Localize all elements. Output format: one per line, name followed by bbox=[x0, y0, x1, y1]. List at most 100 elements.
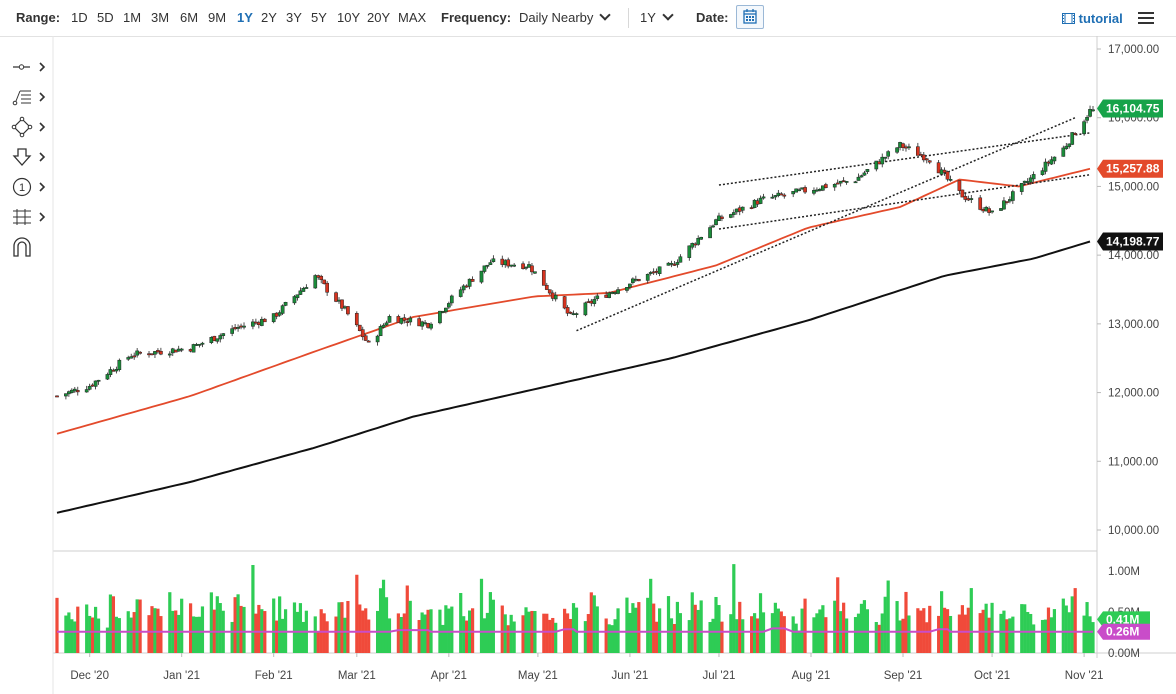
volume-bar bbox=[236, 594, 240, 653]
volume-bar bbox=[658, 608, 662, 653]
volume-bar bbox=[842, 602, 846, 653]
volume-y-tick-label: 0.00M bbox=[1108, 648, 1140, 660]
range-button-10y[interactable]: 10Y bbox=[337, 10, 361, 25]
candle bbox=[856, 176, 861, 181]
volume-bar bbox=[948, 615, 953, 653]
crosshair-line-tool-icon[interactable] bbox=[10, 56, 50, 78]
candle bbox=[381, 324, 386, 328]
range-button-1d[interactable]: 1D bbox=[71, 10, 88, 25]
volume-bar bbox=[441, 624, 445, 653]
candle bbox=[200, 342, 205, 345]
range-button-5y[interactable]: 5Y bbox=[311, 10, 327, 25]
volume-bar bbox=[551, 617, 555, 653]
candle bbox=[574, 313, 579, 315]
candle bbox=[886, 151, 891, 157]
volume-bar bbox=[925, 622, 929, 653]
shape-tool-icon[interactable] bbox=[10, 116, 50, 138]
frequency-select[interactable]: Daily Nearby bbox=[519, 9, 612, 27]
candle bbox=[711, 225, 715, 228]
candle bbox=[444, 307, 448, 313]
candle bbox=[283, 301, 288, 306]
volume-bar bbox=[729, 614, 733, 653]
candle bbox=[797, 189, 801, 192]
volume-bar bbox=[470, 608, 475, 653]
period-select[interactable]: 1Y bbox=[640, 9, 674, 27]
candle bbox=[408, 317, 413, 323]
candle bbox=[138, 351, 142, 354]
candle bbox=[75, 390, 80, 393]
candle bbox=[485, 264, 490, 267]
volume-bar bbox=[928, 605, 932, 653]
range-button-1m[interactable]: 1M bbox=[123, 10, 142, 25]
magnet-icon[interactable] bbox=[10, 236, 50, 258]
x-tick-label: Feb '21 bbox=[255, 670, 293, 682]
fibonacci-tool-icon[interactable] bbox=[10, 86, 50, 108]
range-button-6m[interactable]: 6M bbox=[180, 10, 199, 25]
volume-bar bbox=[1073, 588, 1077, 653]
range-button-9m[interactable]: 9M bbox=[208, 10, 227, 25]
range-button-3y[interactable]: 3Y bbox=[286, 10, 302, 25]
candle bbox=[1031, 174, 1036, 180]
volume-bar bbox=[298, 603, 303, 653]
volume-bar bbox=[631, 603, 635, 653]
volume-bar bbox=[1061, 598, 1065, 653]
volume-bar bbox=[506, 625, 510, 653]
candle bbox=[960, 189, 965, 198]
range-button-2y[interactable]: 2Y bbox=[261, 10, 277, 25]
hamburger-menu-icon[interactable] bbox=[1138, 12, 1154, 24]
volume-bar bbox=[604, 618, 608, 653]
x-tick-label: May '21 bbox=[518, 670, 558, 682]
range-button-1y[interactable]: 1Y bbox=[237, 10, 253, 25]
volume-bar bbox=[960, 605, 964, 653]
volume-bar bbox=[1043, 619, 1048, 653]
candle bbox=[895, 147, 899, 153]
volume-bar bbox=[150, 606, 154, 653]
measure-tool-icon[interactable] bbox=[10, 206, 50, 228]
volume-bar bbox=[672, 623, 677, 653]
arrow-down-tool-icon[interactable] bbox=[10, 146, 50, 168]
candle bbox=[592, 299, 597, 304]
range-button-max[interactable]: MAX bbox=[398, 10, 427, 25]
volume-bar bbox=[738, 601, 742, 653]
volume-bar bbox=[408, 600, 412, 653]
volume-bar bbox=[423, 614, 427, 653]
calendar-button[interactable] bbox=[736, 5, 764, 29]
volume-bar bbox=[833, 600, 837, 653]
candle bbox=[64, 393, 68, 397]
candle bbox=[479, 270, 484, 283]
date-label: Date: bbox=[696, 10, 729, 25]
volume-bar bbox=[325, 621, 329, 653]
candle bbox=[1052, 156, 1057, 162]
volume-bar bbox=[254, 613, 258, 653]
trendline-2 bbox=[718, 174, 1091, 230]
candle bbox=[360, 329, 365, 338]
volume-bar bbox=[803, 598, 807, 653]
range-button-20y[interactable]: 20Y bbox=[367, 10, 391, 25]
candle bbox=[384, 322, 389, 326]
range-button-3m[interactable]: 3M bbox=[151, 10, 170, 25]
volume-bar bbox=[70, 619, 74, 653]
candle bbox=[1064, 145, 1069, 150]
volume-bar bbox=[459, 592, 463, 653]
tutorial-link[interactable]: tutorial bbox=[1062, 11, 1123, 26]
candle bbox=[812, 189, 816, 194]
candle bbox=[945, 171, 950, 180]
candle bbox=[524, 266, 528, 269]
ma-short-badge-text: 15,257.88 bbox=[1106, 162, 1160, 176]
volume-bar bbox=[916, 608, 920, 653]
volume-bar bbox=[655, 621, 659, 653]
range-button-5d[interactable]: 5D bbox=[97, 10, 114, 25]
volume-bar bbox=[405, 585, 409, 653]
volume-bar bbox=[782, 616, 786, 653]
candle bbox=[438, 310, 442, 324]
candle bbox=[458, 289, 463, 297]
candle bbox=[387, 316, 392, 323]
candle bbox=[218, 335, 223, 340]
x-tick-label: Dec '20 bbox=[70, 670, 109, 682]
annotation-number-icon[interactable]: 1 bbox=[10, 176, 50, 198]
ma-long-badge-text: 14,198.77 bbox=[1106, 234, 1160, 248]
price-chart[interactable]: 17,000.0016,000.0015,000.0014,000.0013,0… bbox=[0, 36, 1176, 694]
volume-bar bbox=[218, 603, 222, 653]
candle bbox=[823, 184, 828, 188]
divider bbox=[628, 8, 629, 28]
